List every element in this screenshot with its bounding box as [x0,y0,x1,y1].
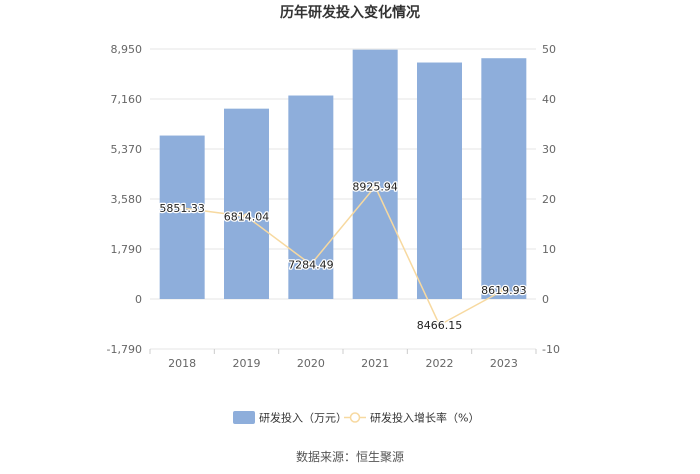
legend-item-line[interactable]: 研发投入增长率（%） [344,411,479,425]
chart-title: 历年研发投入变化情况 [280,4,420,21]
legend-item-bar[interactable]: 研发投入（万元） [233,411,347,425]
bar-2019[interactable] [224,108,269,299]
left-axis: 8,950 7,160 5,370 3,580 1,790 0 -1,790 [107,43,142,356]
source-note: 数据来源：恒生聚源 [296,449,404,464]
bar-labels: 5851.33 6814.04 7284.49 8925.94 8466.15 8619.… [158,179,528,333]
y-right-tick-label: 40 [542,93,556,106]
y-left-tick-label: 0 [135,293,142,306]
legend: 研发投入（万元） 研发投入增长率（%） [233,411,479,425]
bar-value-label-2020: 7284.49 [288,259,334,272]
line-series [178,183,508,329]
legend-line-label: 研发投入增长率（%） [370,411,479,425]
growth-rate-point-2019[interactable] [243,213,250,220]
x-tick-label-2021: 2021 [361,357,389,370]
bar-value-label-2023: 8619.93 [481,284,527,297]
y-left-tick-label: 7,160 [111,93,143,106]
y-right-tick-label: 20 [542,193,556,206]
x-tick-label-2022: 2022 [426,357,454,370]
bar-2018[interactable] [159,135,205,299]
bar-2023[interactable] [481,58,527,299]
growth-rate-line [182,185,505,327]
x-tick-label-2023: 2023 [490,357,518,370]
y-right-tick-label: -10 [542,343,560,356]
x-tick-label-2020: 2020 [297,357,325,370]
y-right-tick-label: 50 [542,43,556,56]
growth-rate-point-2023[interactable] [500,286,508,294]
y-left-tick-label: 8,950 [111,43,143,56]
x-tick-label-2018: 2018 [168,357,196,370]
y-left-tick-label: 3,580 [111,193,143,206]
y-right-tick-label: 30 [542,143,556,156]
x-tick-label-2019: 2019 [233,357,261,370]
y-left-tick-label: 5,370 [111,143,143,156]
bar-2021[interactable] [352,49,398,300]
y-left-tick-label: 1,790 [111,243,143,256]
growth-rate-point-2018[interactable] [178,204,186,212]
growth-rate-point-2021[interactable] [371,183,379,190]
growth-rate-point-2022[interactable] [436,321,443,329]
y-right-tick-label: 0 [542,293,549,306]
legend-line-marker [349,412,361,423]
legend-bar-swatch [233,411,255,424]
bar-value-label-2018: 5851.33 [159,202,205,215]
x-axis: 2018 2019 2020 2021 2022 2023 [149,348,537,370]
y-left-tick-label: -1,790 [107,343,142,356]
bar-value-label-2021: 8925.94 [352,181,398,194]
right-axis: 50 40 30 20 10 0 -10 [542,43,560,356]
bar-value-label-2022: 8466.15 [417,319,463,332]
legend-bar-label: 研发投入（万元） [259,411,347,425]
y-right-tick-label: 10 [542,243,556,256]
bar-series [159,49,527,300]
growth-rate-point-2020[interactable] [307,261,315,268]
bar-2022[interactable] [417,62,462,299]
bar-value-label-2019: 6814.04 [224,211,270,224]
